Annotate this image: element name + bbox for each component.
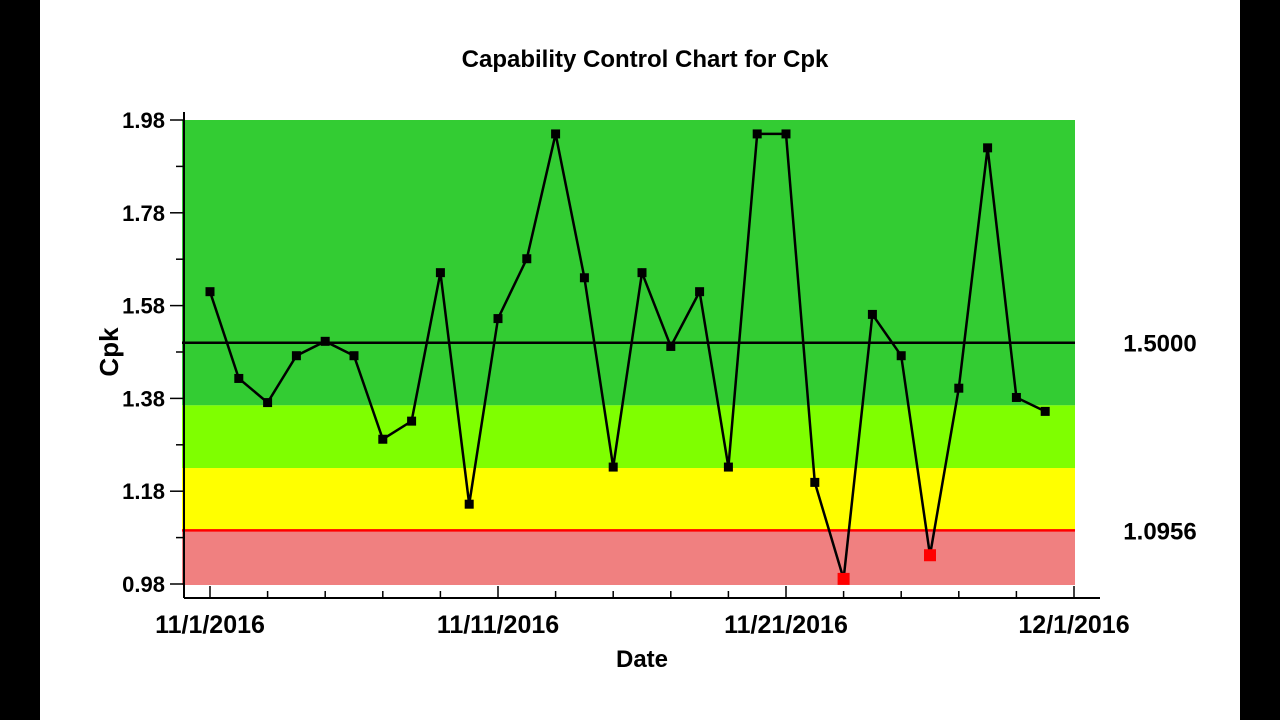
- data-point-out-of-limit: [924, 549, 936, 562]
- data-point: [493, 314, 503, 324]
- zone-band: [182, 468, 1075, 531]
- data-point: [1011, 392, 1021, 402]
- data-point: [637, 268, 647, 278]
- x-tick-label: 12/1/2016: [1018, 611, 1129, 639]
- data-point: [522, 254, 532, 264]
- capability-control-chart: Capability Control Chart for Cpk Cpk Dat…: [94, 46, 1197, 673]
- x-tick-label: 11/1/2016: [155, 611, 265, 639]
- data-point: [723, 462, 733, 472]
- data-point: [579, 273, 589, 283]
- data-point: [407, 416, 417, 426]
- data-point: [291, 351, 301, 361]
- data-point: [781, 129, 791, 139]
- x-tick-label: 11/11/2016: [437, 611, 559, 639]
- x-tick-label: 11/21/2016: [724, 611, 848, 639]
- y-tick-label: 1.38: [122, 386, 165, 411]
- data-point: [666, 341, 676, 351]
- data-point: [983, 143, 993, 153]
- data-point: [234, 373, 244, 383]
- x-axis-label: Date: [616, 646, 668, 673]
- y-tick-label: 0.98: [122, 572, 165, 597]
- data-point: [378, 434, 388, 444]
- data-point: [205, 287, 215, 297]
- chart-canvas: Capability Control Chart for Cpk Cpk Dat…: [40, 0, 1240, 720]
- y-tick-label: 1.58: [122, 294, 165, 319]
- data-point: [551, 129, 561, 139]
- zone-band: [182, 530, 1075, 585]
- y-tick-label: 1.78: [122, 201, 165, 226]
- data-point: [349, 351, 359, 361]
- series-line: [208, 132, 1046, 580]
- data-point: [464, 499, 474, 509]
- data-point: [435, 268, 445, 278]
- data-point: [1040, 406, 1050, 416]
- reference-line-label: 1.0956: [1123, 518, 1196, 545]
- data-point-out-of-limit: [837, 572, 850, 585]
- zone-band: [182, 405, 1075, 468]
- data-point: [320, 336, 330, 346]
- y-axis-label: Cpk: [94, 327, 124, 377]
- data-point: [896, 351, 906, 361]
- reference-line-label: 1.5000: [1123, 331, 1196, 358]
- data-point: [954, 383, 964, 393]
- y-tick-label: 1.98: [122, 108, 165, 133]
- data-point: [752, 129, 762, 139]
- data-point: [695, 287, 705, 297]
- data-point: [810, 477, 820, 487]
- data-point: [263, 398, 273, 408]
- y-tick-label: 1.18: [122, 479, 165, 504]
- data-point: [608, 462, 618, 472]
- chart-title: Capability Control Chart for Cpk: [462, 46, 829, 73]
- data-point: [867, 309, 877, 319]
